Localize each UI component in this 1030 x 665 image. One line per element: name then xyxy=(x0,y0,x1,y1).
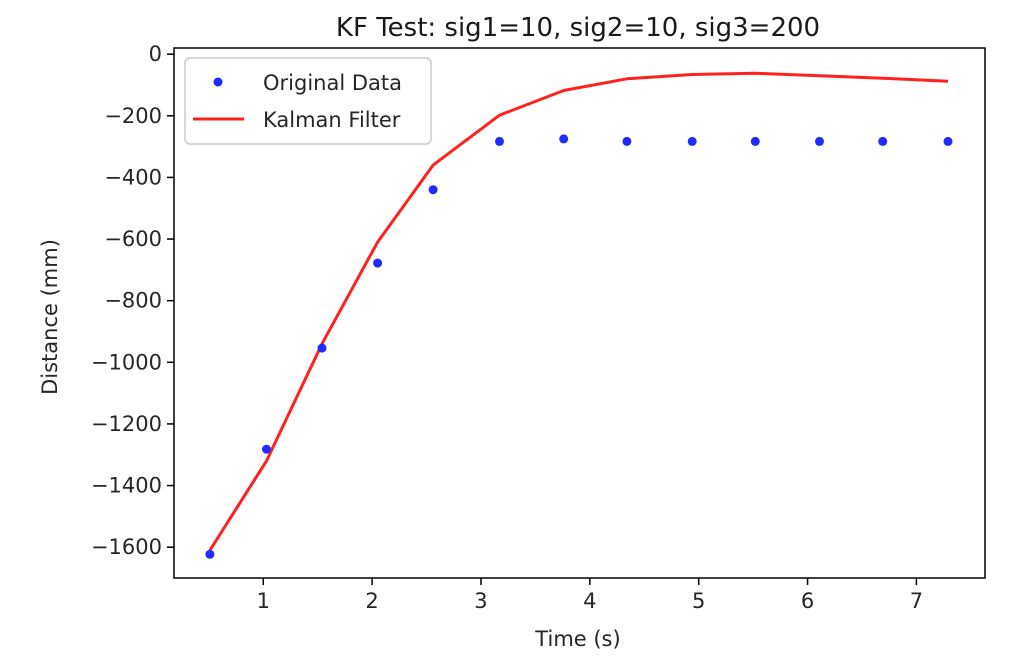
y-tick-label: −1000 xyxy=(91,350,162,374)
original-data-point xyxy=(878,136,888,146)
original-data-point xyxy=(622,136,632,146)
y-tick-label: −1200 xyxy=(91,412,162,436)
original-data-point xyxy=(205,549,215,559)
axis-ticks: 1 2 3 4 5 6 7 0 −200 −400 −600 −800 −1000 −1200 −1400 −… xyxy=(91,42,923,613)
legend: Original Data Kalman Filter xyxy=(184,57,432,145)
x-tick-label: 4 xyxy=(583,589,596,613)
y-tick-label: 0 xyxy=(149,42,162,66)
x-tick-label: 1 xyxy=(257,589,270,613)
x-tick-label: 6 xyxy=(801,589,814,613)
legend-label-original-data: Original Data xyxy=(263,71,402,95)
y-axis-title: Distance (mm) xyxy=(38,239,62,395)
original-data-point xyxy=(317,343,327,353)
chart-title: KF Test: sig1=10, sig2=10, sig3=200 xyxy=(336,13,820,43)
original-data-point xyxy=(495,136,504,146)
kalman-filter-line xyxy=(208,71,949,552)
y-tick-label: −1600 xyxy=(91,535,162,559)
y-tick-label: −800 xyxy=(104,289,162,313)
original-data-point xyxy=(373,258,383,268)
original-data-point xyxy=(943,136,953,146)
original-data-point xyxy=(559,134,569,144)
original-data-point xyxy=(687,136,697,146)
x-tick-label: 5 xyxy=(692,589,705,613)
x-tick-label: 2 xyxy=(365,589,378,613)
plot-area xyxy=(205,71,953,559)
original-data-point xyxy=(428,185,438,195)
y-tick-label: −400 xyxy=(104,165,162,189)
original-data-point xyxy=(815,136,824,146)
original-data-point xyxy=(262,444,271,454)
original-data-point xyxy=(750,136,760,146)
legend-label-kalman-filter: Kalman Filter xyxy=(263,108,401,132)
legend-marker-original-data xyxy=(213,77,223,87)
y-tick-label: −1400 xyxy=(91,474,162,498)
x-axis-title: Time (s) xyxy=(534,627,620,651)
y-tick-label: −600 xyxy=(104,227,162,251)
x-tick-label: 3 xyxy=(474,589,487,613)
x-tick-label: 7 xyxy=(910,589,923,613)
legend-box xyxy=(184,57,432,145)
y-tick-label: −200 xyxy=(104,104,162,128)
axes-frame xyxy=(173,47,986,579)
